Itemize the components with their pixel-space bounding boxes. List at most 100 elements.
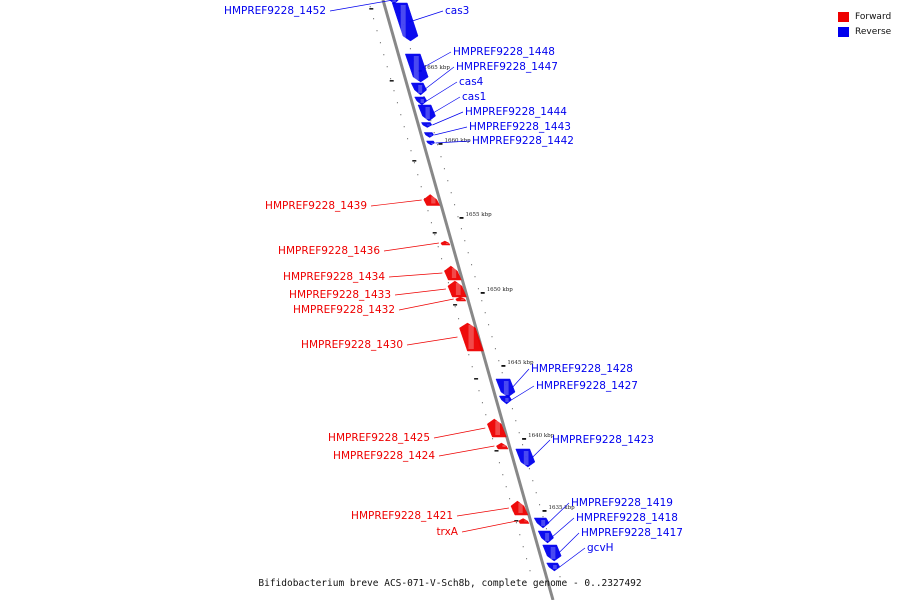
tick-dot xyxy=(413,162,415,164)
tick-dot xyxy=(400,114,402,116)
gene-highlight xyxy=(451,268,457,278)
tick-dot xyxy=(433,132,435,134)
gene-glyph[interactable] xyxy=(496,442,509,450)
gene-label[interactable]: HMPREF9228_1430 xyxy=(301,339,403,351)
scale-tick xyxy=(542,510,547,512)
gene-glyph[interactable] xyxy=(515,448,536,468)
label-leader xyxy=(388,272,443,278)
scale-label: 1650 kbp xyxy=(487,287,514,293)
scale-label: 1655 kbp xyxy=(466,212,493,218)
gene-label[interactable]: HMPREF9228_1443 xyxy=(469,121,571,133)
gene-highlight xyxy=(505,398,509,402)
gene-glyph[interactable] xyxy=(459,322,484,352)
gene-label[interactable]: HMPREF9228_1424 xyxy=(333,450,435,462)
gene-label[interactable]: HMPREF9228_1452 xyxy=(224,5,326,17)
tick-dot xyxy=(515,420,517,422)
tick-dash xyxy=(474,378,479,380)
gene-glyph[interactable] xyxy=(537,530,554,544)
gene-glyph[interactable] xyxy=(417,104,436,122)
gene-label[interactable]: HMPREF9228_1436 xyxy=(278,245,380,257)
gene-glyph[interactable] xyxy=(533,517,550,529)
gene-label[interactable]: HMPREF9228_1434 xyxy=(283,271,385,283)
tick-dot xyxy=(420,186,422,188)
gene-glyph[interactable] xyxy=(498,395,512,405)
gene-highlight xyxy=(418,85,423,93)
gene-glyph[interactable] xyxy=(386,0,400,5)
gene-label[interactable]: gcvH xyxy=(587,542,614,554)
gene-glyph[interactable] xyxy=(455,296,467,302)
tick-dots xyxy=(369,6,561,578)
gene-glyph[interactable] xyxy=(423,194,441,206)
gene-label[interactable]: HMPREF9228_1442 xyxy=(472,135,574,147)
gene-highlight xyxy=(426,124,430,126)
gene-label[interactable]: HMPREF9228_1418 xyxy=(576,512,678,524)
tick-dot xyxy=(383,54,385,56)
gene-label[interactable]: HMPREF9228_1433 xyxy=(289,289,391,301)
gene-label[interactable]: HMPREF9228_1427 xyxy=(536,380,638,392)
label-leader xyxy=(409,10,444,23)
tick-dot xyxy=(519,534,521,536)
gene-glyph[interactable] xyxy=(447,280,467,298)
label-leader xyxy=(432,111,464,126)
gene-glyph[interactable] xyxy=(546,562,561,572)
gene-glyph[interactable] xyxy=(542,544,562,562)
gene-glyph[interactable] xyxy=(391,2,419,42)
strand-legend: Forward Reverse xyxy=(838,9,891,39)
gene-label[interactable]: cas4 xyxy=(459,76,484,88)
gene-glyph[interactable] xyxy=(414,96,428,106)
gene-highlight xyxy=(413,56,419,80)
gene-glyph[interactable] xyxy=(495,378,516,398)
tick-dot xyxy=(443,168,445,170)
tick-dot xyxy=(509,498,511,500)
tick-dot xyxy=(410,150,412,152)
gene-glyph[interactable] xyxy=(420,122,433,128)
gene-label[interactable]: HMPREF9228_1448 xyxy=(453,46,555,58)
gene-glyph[interactable] xyxy=(410,82,427,96)
gene-glyph[interactable] xyxy=(486,418,507,438)
gene-highlight xyxy=(541,520,546,526)
tick-dot xyxy=(526,558,528,560)
gene-label[interactable]: HMPREF9228_1425 xyxy=(328,432,430,444)
gene-label[interactable]: HMPREF9228_1421 xyxy=(351,510,453,522)
tick-dot xyxy=(539,504,541,506)
gene-label[interactable]: HMPREF9228_1439 xyxy=(265,200,367,212)
gene-label[interactable]: HMPREF9228_1419 xyxy=(571,497,673,509)
gene-glyph[interactable] xyxy=(423,132,435,138)
gene-glyph[interactable] xyxy=(444,265,462,281)
gene-label[interactable]: HMPREF9228_1444 xyxy=(465,106,567,118)
gene-glyph[interactable] xyxy=(404,53,429,83)
legend-item-forward: Forward xyxy=(838,9,891,24)
tick-dot xyxy=(373,18,375,20)
gene-label[interactable]: cas1 xyxy=(462,91,486,103)
forward-swatch xyxy=(838,11,849,22)
gene-label[interactable]: HMPREF9228_1417 xyxy=(581,527,683,539)
tick-dot xyxy=(460,228,462,230)
gene-glyph[interactable] xyxy=(510,500,529,516)
gene-highlight xyxy=(425,107,430,119)
gene-label[interactable]: HMPREF9228_1432 xyxy=(293,304,395,316)
gene-glyph[interactable] xyxy=(518,518,530,524)
gene-label[interactable]: HMPREF9228_1428 xyxy=(531,363,633,375)
tick-dash xyxy=(369,8,374,10)
gene-label[interactable]: trxA xyxy=(436,526,458,538)
gene-highlight xyxy=(524,520,528,522)
label-leader xyxy=(435,140,471,144)
tick-dot xyxy=(468,354,470,356)
gene-highlight xyxy=(518,503,523,513)
gene-glyph[interactable] xyxy=(426,140,435,146)
tick-dot xyxy=(454,204,456,206)
label-leader xyxy=(394,288,446,296)
gene-highlight xyxy=(553,565,557,569)
gene-glyph[interactable] xyxy=(440,240,451,246)
gene-label[interactable]: cas3 xyxy=(445,5,469,17)
tick-dot xyxy=(393,90,395,92)
label-leader xyxy=(329,0,396,12)
tick-dot xyxy=(528,468,530,470)
gene-label[interactable]: HMPREF9228_1447 xyxy=(456,61,558,73)
tick-dot xyxy=(434,234,436,236)
tick-dot xyxy=(542,516,544,518)
gene-label[interactable]: HMPREF9228_1423 xyxy=(552,434,654,446)
tick-dot xyxy=(559,576,561,578)
tick-dot xyxy=(386,66,388,68)
